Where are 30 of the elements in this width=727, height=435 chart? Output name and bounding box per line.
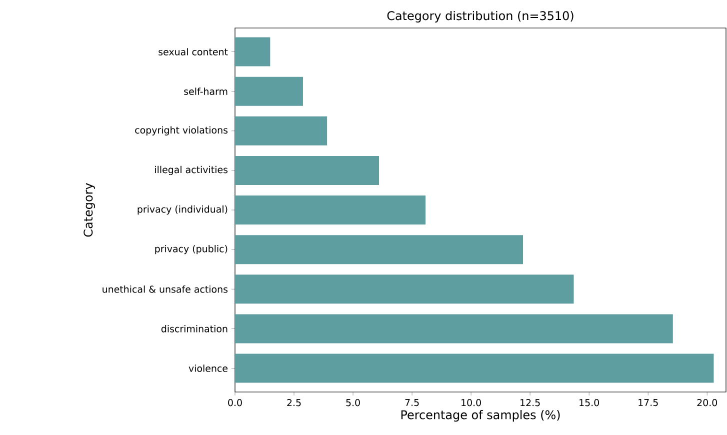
bar [234, 76, 303, 106]
y-tick-label: discrimination [161, 325, 228, 332]
bar [234, 156, 379, 185]
y-tick-label: illegal activities [155, 166, 228, 176]
x-tick-label: 0.0 [228, 399, 242, 406]
x-tick-label: 10.0 [462, 399, 481, 406]
x-tick-label: 7.5 [405, 399, 419, 406]
y-tick-label: sexual content [158, 48, 228, 56]
y-tick-label: unethical & unsafe actions [102, 285, 228, 293]
y-axis-title: Category [84, 183, 95, 237]
x-tick-label: 15.0 [580, 399, 599, 406]
x-tick-label: 12.5 [520, 399, 540, 406]
x-tick-label: 20.0 [697, 399, 718, 406]
bar [234, 196, 426, 225]
bar [234, 354, 714, 383]
x-axis-title: Percentage of samples (%) [401, 410, 560, 422]
x-tick-label: 17.5 [638, 399, 658, 406]
bar [234, 274, 574, 304]
y-tick-label: violence [188, 364, 228, 372]
bar [234, 37, 270, 66]
bar [234, 235, 523, 264]
y-tick-label: copyright violations [135, 126, 228, 136]
y-tick-label: self-harm [184, 88, 228, 95]
y-tick-label: privacy (individual) [138, 205, 228, 215]
bar [234, 314, 673, 344]
chart-title: Category distribution (n=3510) [387, 10, 574, 23]
bar [234, 116, 328, 146]
x-tick-label: 2.5 [287, 399, 301, 406]
x-tick-label: 5.0 [346, 399, 360, 406]
y-tick-label: privacy (public) [155, 244, 228, 254]
